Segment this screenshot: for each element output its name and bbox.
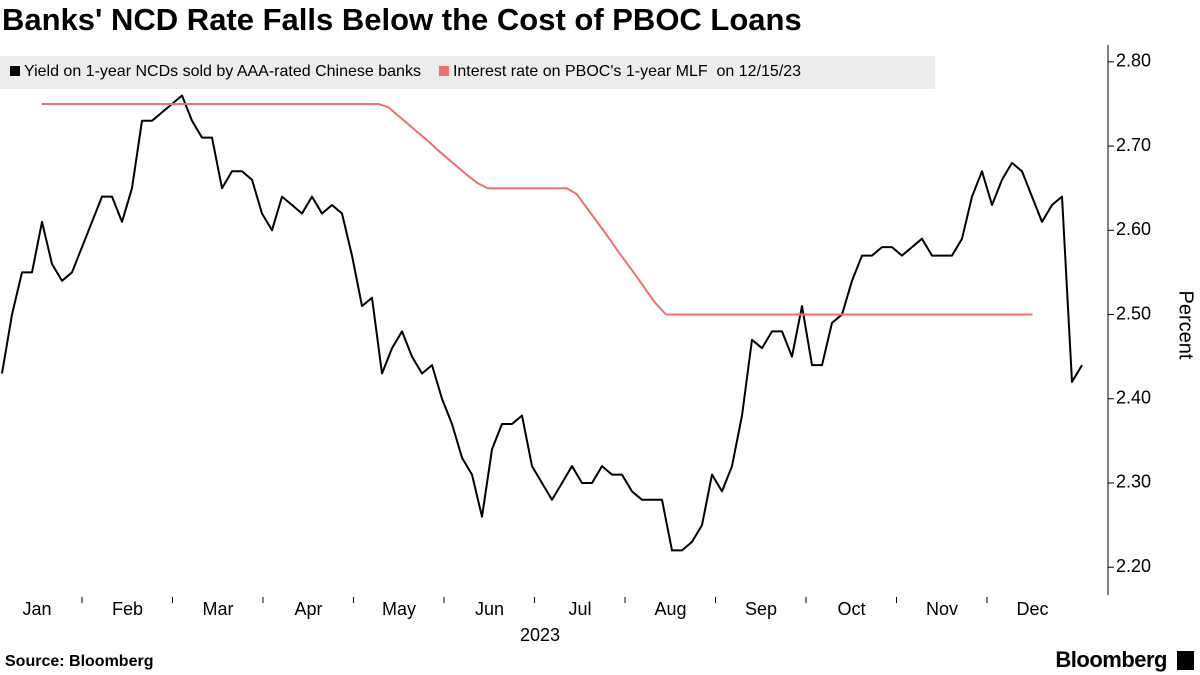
brand-icon — [1177, 651, 1194, 670]
chart-title: Banks' NCD Rate Falls Below the Cost of … — [2, 2, 802, 37]
legend-label: Interest rate on PBOC's 1-year MLF on 12… — [453, 63, 801, 80]
y-axis-label: Percent — [1175, 291, 1197, 360]
y-tick-label: 2.50 — [1116, 303, 1151, 323]
y-tick-label: 2.70 — [1116, 135, 1151, 155]
source: Source: Bloomberg — [5, 653, 153, 670]
x-tick-label: May — [382, 599, 416, 619]
x-tick-label: Sep — [745, 599, 777, 619]
x-tick-label: Feb — [112, 599, 143, 619]
y-tick-label: 2.40 — [1116, 388, 1151, 408]
x-tick-label: Dec — [1016, 599, 1048, 619]
series-line — [41, 103, 1033, 316]
y-tick-label: 2.20 — [1116, 556, 1151, 576]
x-tick-label: Jul — [568, 599, 591, 619]
legend-label: Yield on 1-year NCDs sold by AAA-rated C… — [24, 63, 421, 80]
legend-swatch — [438, 66, 449, 76]
y-tick-label: 2.60 — [1116, 219, 1151, 239]
brand: Bloomberg — [1055, 647, 1167, 672]
x-tick-label: Jan — [22, 599, 51, 619]
x-tick-label: Jun — [475, 599, 504, 619]
x-tick-label: Nov — [926, 599, 958, 619]
y-tick-label: 2.80 — [1116, 51, 1151, 71]
y-tick-label: 2.30 — [1116, 472, 1151, 492]
x-tick-label: Aug — [654, 599, 686, 619]
x-tick-label: Oct — [837, 599, 865, 619]
legend-swatch — [10, 66, 20, 76]
x-tick-label: Apr — [294, 599, 322, 619]
x-axis-label: 2023 — [520, 625, 560, 645]
series-line — [1, 94, 1083, 552]
legend-box — [0, 56, 935, 89]
x-tick-label: Mar — [203, 599, 234, 619]
